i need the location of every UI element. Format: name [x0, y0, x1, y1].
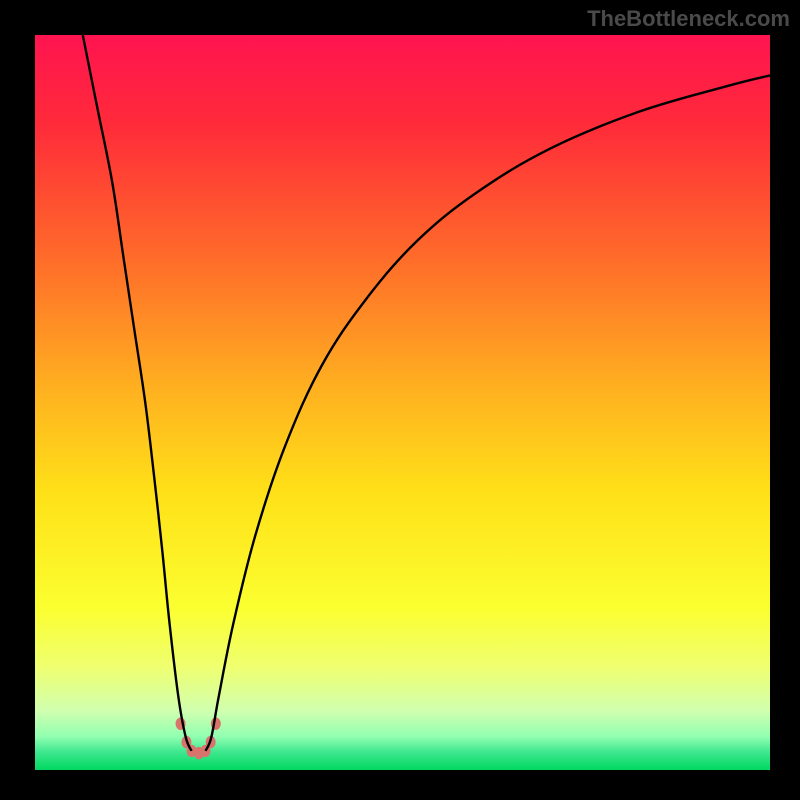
- attribution-text: TheBottleneck.com: [587, 6, 790, 32]
- bottleneck-chart: [0, 0, 800, 800]
